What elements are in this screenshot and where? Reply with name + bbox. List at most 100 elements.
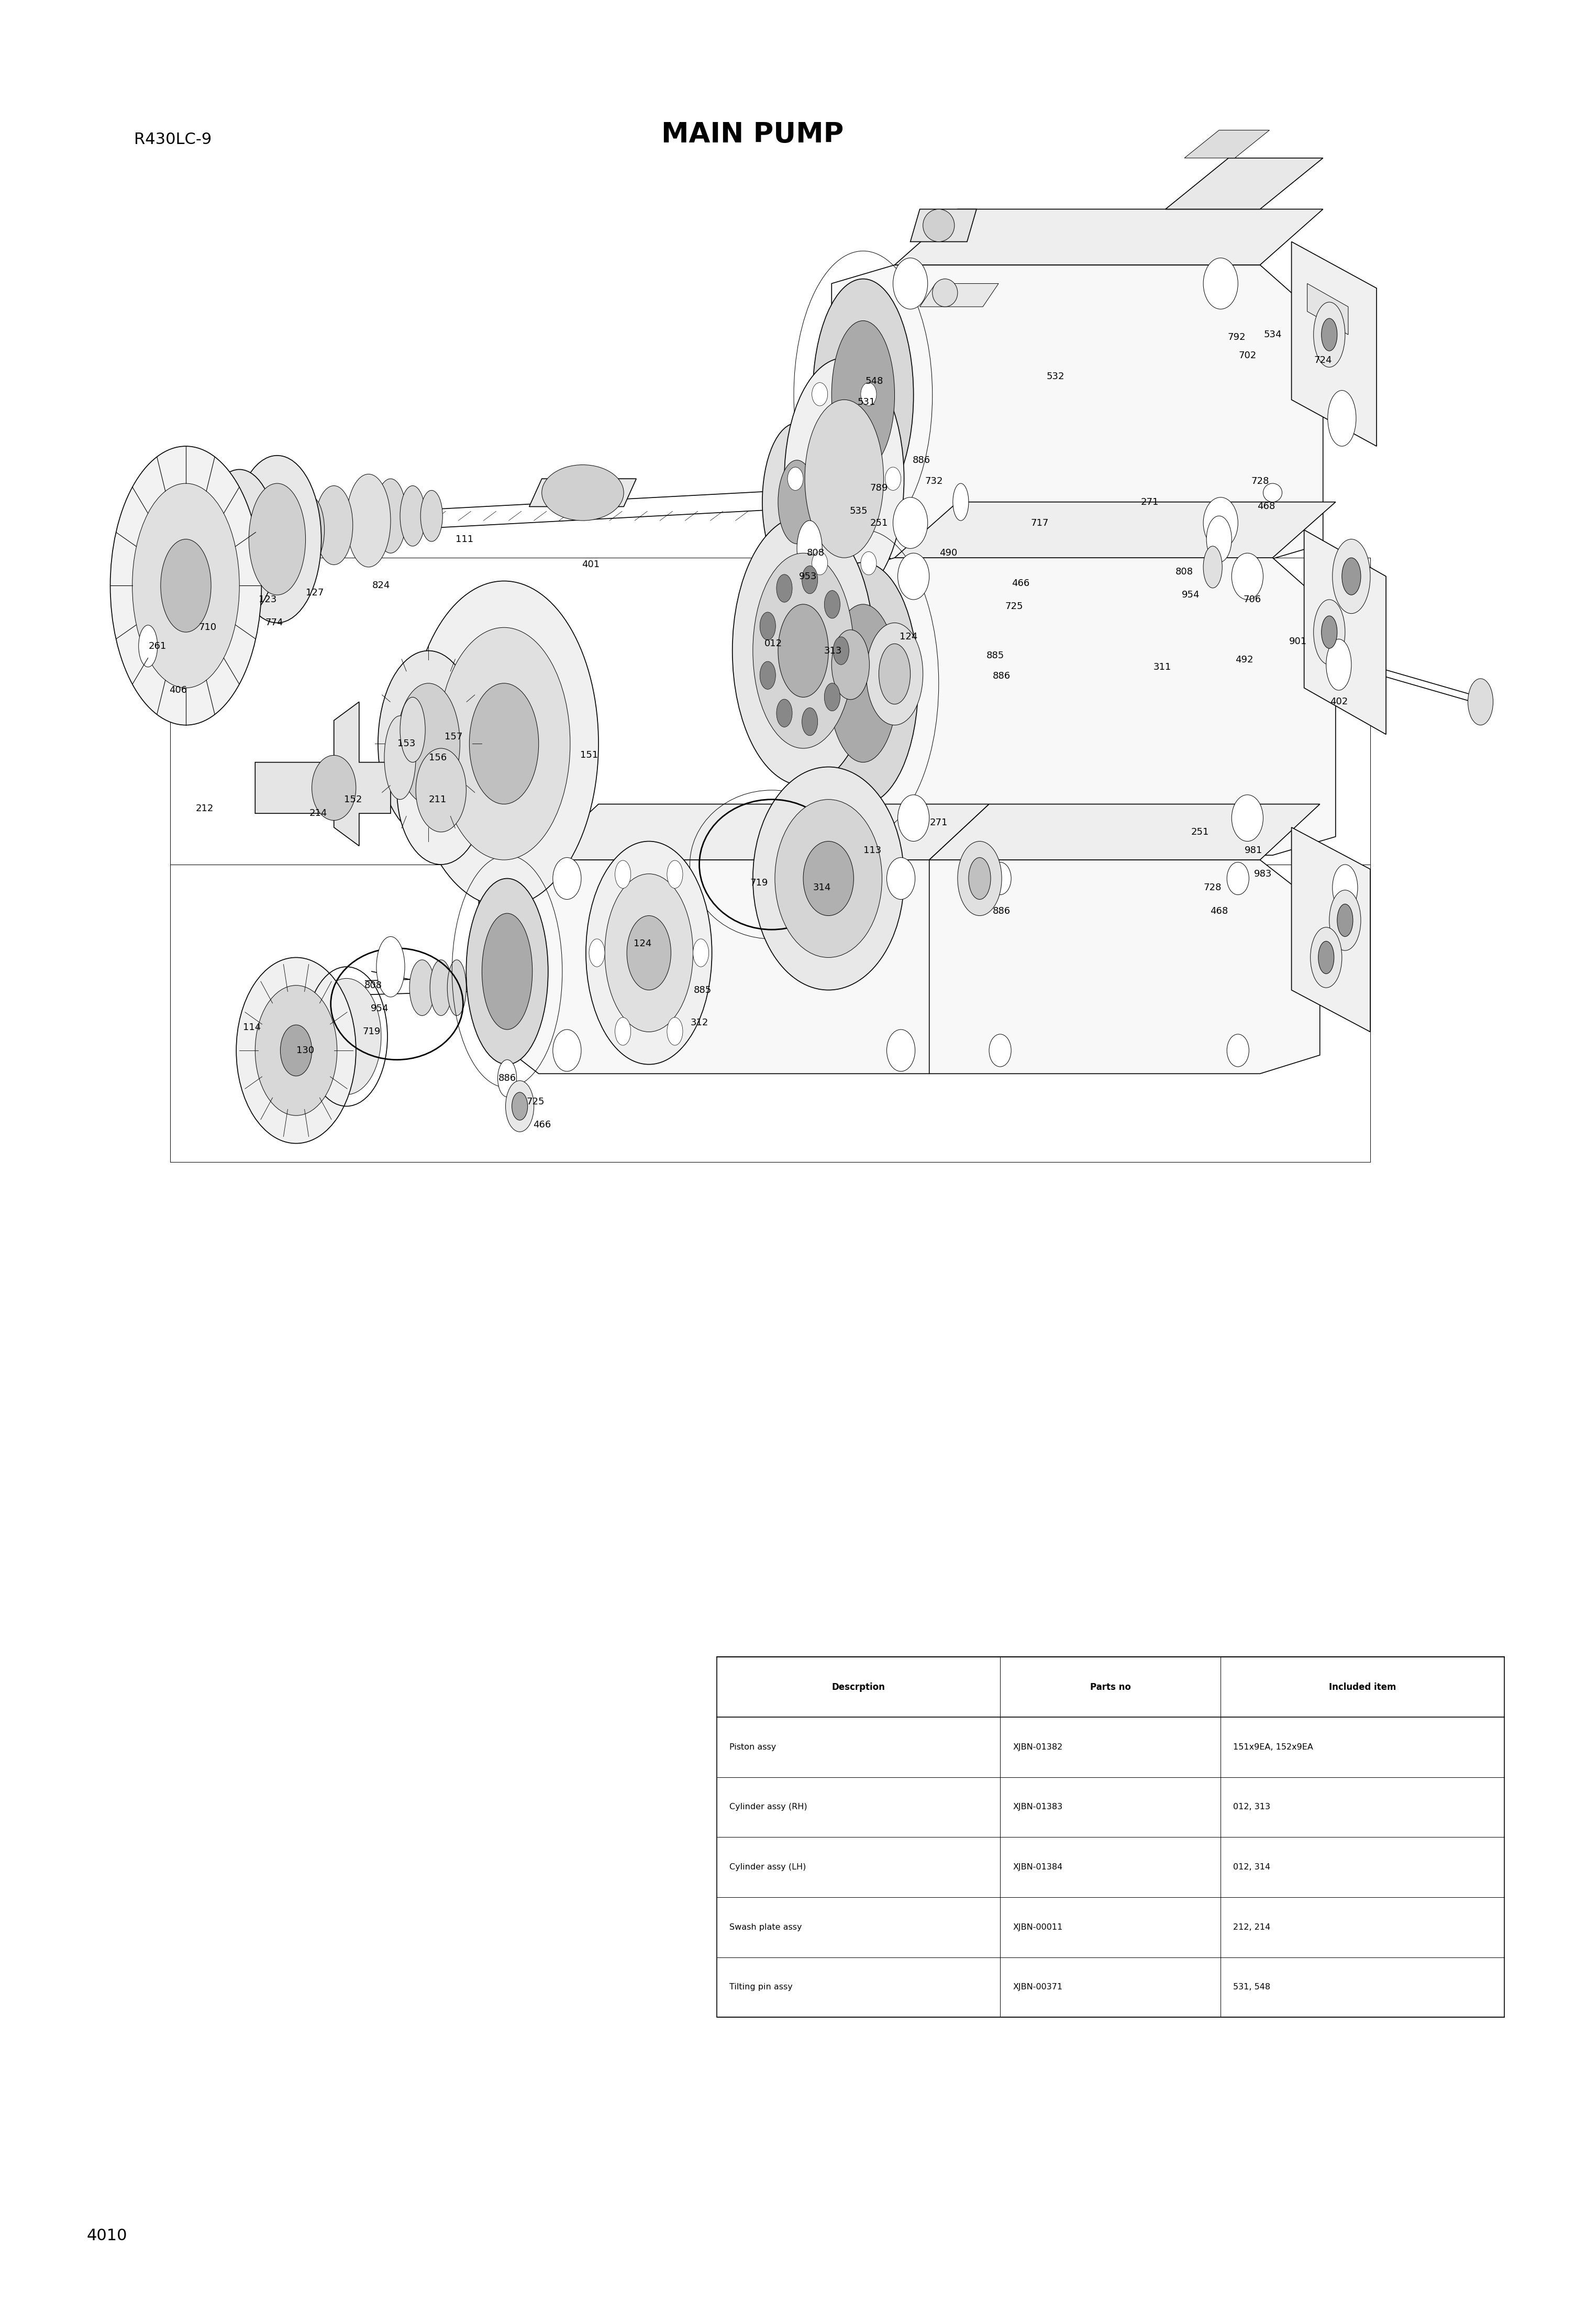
- Text: 808: 808: [1175, 567, 1194, 576]
- Polygon shape: [1304, 530, 1386, 734]
- Text: 466: 466: [532, 1120, 551, 1129]
- Text: 886: 886: [498, 1074, 517, 1083]
- Text: 886: 886: [912, 456, 931, 465]
- Text: 311: 311: [1153, 662, 1172, 672]
- Polygon shape: [1307, 284, 1348, 335]
- Ellipse shape: [614, 860, 630, 888]
- Polygon shape: [832, 265, 1323, 562]
- Ellipse shape: [1263, 483, 1282, 502]
- Text: 774: 774: [265, 618, 284, 627]
- Text: 885: 885: [986, 651, 1005, 660]
- Ellipse shape: [693, 939, 709, 967]
- Ellipse shape: [898, 795, 929, 841]
- Ellipse shape: [512, 1092, 528, 1120]
- Text: 824: 824: [372, 581, 391, 590]
- Ellipse shape: [778, 604, 828, 697]
- Ellipse shape: [139, 625, 158, 667]
- Ellipse shape: [813, 551, 828, 574]
- Text: 251: 251: [869, 518, 888, 528]
- Polygon shape: [1292, 827, 1370, 1032]
- Ellipse shape: [1314, 600, 1345, 665]
- Ellipse shape: [776, 700, 792, 727]
- Ellipse shape: [1328, 390, 1356, 446]
- Polygon shape: [1292, 242, 1377, 446]
- Text: 901: 901: [1288, 637, 1307, 646]
- Ellipse shape: [110, 446, 261, 725]
- Ellipse shape: [832, 321, 895, 469]
- Ellipse shape: [1227, 1034, 1249, 1067]
- Ellipse shape: [893, 258, 928, 309]
- Text: 012, 313: 012, 313: [1233, 1803, 1271, 1810]
- Ellipse shape: [1232, 553, 1263, 600]
- Ellipse shape: [202, 469, 277, 618]
- Text: 114: 114: [243, 1023, 261, 1032]
- Ellipse shape: [1203, 546, 1222, 588]
- Text: 401: 401: [581, 560, 600, 569]
- Text: XJBN-00371: XJBN-00371: [1013, 1982, 1063, 1992]
- Ellipse shape: [762, 423, 832, 581]
- Ellipse shape: [1326, 639, 1351, 690]
- Ellipse shape: [788, 467, 803, 490]
- Ellipse shape: [668, 1018, 682, 1046]
- Ellipse shape: [1332, 865, 1358, 911]
- Ellipse shape: [315, 486, 353, 565]
- Ellipse shape: [469, 683, 539, 804]
- Ellipse shape: [775, 799, 882, 957]
- Ellipse shape: [236, 957, 356, 1143]
- Text: 535: 535: [849, 507, 868, 516]
- Ellipse shape: [1318, 941, 1334, 974]
- Ellipse shape: [753, 553, 854, 748]
- Ellipse shape: [255, 985, 337, 1116]
- Ellipse shape: [833, 637, 849, 665]
- Text: 113: 113: [863, 846, 882, 855]
- Ellipse shape: [447, 960, 466, 1016]
- Ellipse shape: [1342, 558, 1361, 595]
- Ellipse shape: [1232, 795, 1263, 841]
- Text: 886: 886: [992, 906, 1011, 916]
- Ellipse shape: [893, 497, 928, 548]
- Text: 792: 792: [1227, 332, 1246, 342]
- Ellipse shape: [430, 960, 452, 1016]
- Ellipse shape: [1329, 890, 1361, 951]
- Ellipse shape: [732, 516, 874, 786]
- Polygon shape: [255, 702, 391, 846]
- Text: 728: 728: [1251, 476, 1269, 486]
- Ellipse shape: [759, 662, 775, 690]
- Ellipse shape: [384, 716, 416, 799]
- Ellipse shape: [784, 358, 904, 600]
- Text: Piston assy: Piston assy: [729, 1743, 776, 1750]
- Ellipse shape: [813, 279, 913, 511]
- Text: 725: 725: [1005, 602, 1024, 611]
- Ellipse shape: [898, 553, 929, 600]
- Text: 531: 531: [857, 397, 876, 407]
- Text: 212, 214: 212, 214: [1233, 1924, 1271, 1931]
- Ellipse shape: [989, 862, 1011, 895]
- Text: 468: 468: [1210, 906, 1229, 916]
- Text: XJBN-01384: XJBN-01384: [1013, 1864, 1063, 1871]
- Text: 313: 313: [824, 646, 843, 655]
- Ellipse shape: [753, 767, 904, 990]
- Text: 466: 466: [1011, 579, 1030, 588]
- Ellipse shape: [400, 697, 425, 762]
- Ellipse shape: [828, 604, 898, 762]
- Ellipse shape: [312, 978, 381, 1095]
- Polygon shape: [1166, 158, 1323, 209]
- Text: 4010: 4010: [87, 2229, 128, 2243]
- Text: 312: 312: [690, 1018, 709, 1027]
- Text: 732: 732: [925, 476, 943, 486]
- Ellipse shape: [400, 486, 425, 546]
- Text: 724: 724: [1314, 356, 1332, 365]
- Text: XJBN-01383: XJBN-01383: [1013, 1803, 1063, 1810]
- Text: 886: 886: [992, 672, 1011, 681]
- Ellipse shape: [805, 400, 884, 558]
- Text: 490: 490: [939, 548, 958, 558]
- Text: 130: 130: [296, 1046, 315, 1055]
- Polygon shape: [479, 860, 989, 1074]
- Ellipse shape: [1203, 258, 1238, 309]
- Ellipse shape: [542, 465, 624, 521]
- Text: 725: 725: [526, 1097, 545, 1106]
- Ellipse shape: [375, 479, 406, 553]
- Ellipse shape: [376, 937, 405, 997]
- Ellipse shape: [397, 716, 485, 865]
- Ellipse shape: [832, 630, 869, 700]
